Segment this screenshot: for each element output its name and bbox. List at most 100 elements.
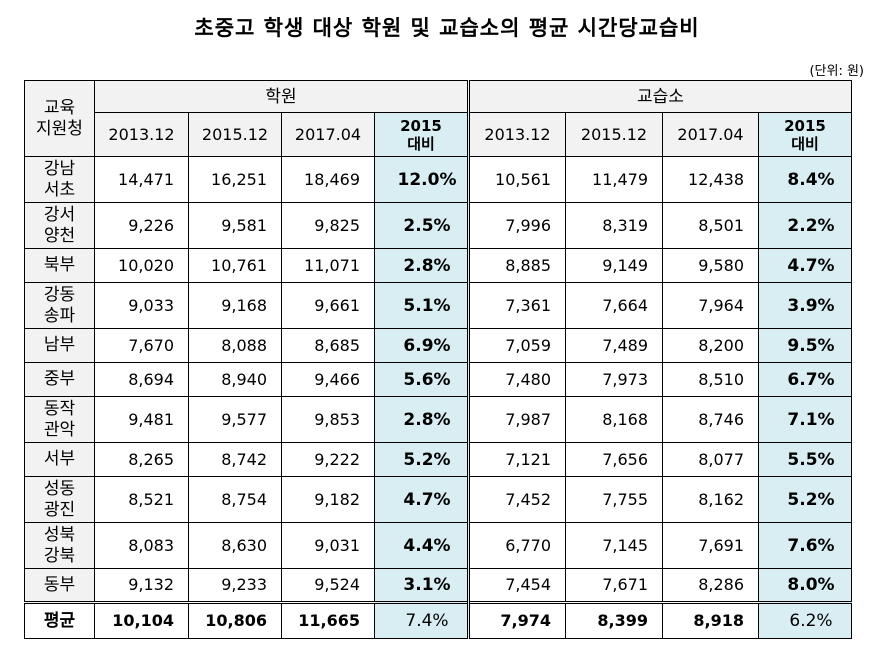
compare-line2: 대비 — [791, 134, 819, 153]
col-header-2015: 2015.12 — [565, 112, 663, 157]
academy-change-cell: 5.2% — [374, 442, 470, 477]
academy-2017-avg: 11,665 — [281, 601, 375, 639]
corner-header-line1: 교육 — [43, 97, 76, 118]
region-line1: 강동 — [43, 284, 76, 305]
academy-2017-cell: 9,182 — [281, 476, 375, 523]
region-line2: 양천 — [43, 225, 76, 246]
region-line1: 북부 — [43, 255, 76, 275]
region-line1: 강남 — [43, 158, 76, 179]
academy-2015-cell: 8,754 — [188, 476, 282, 523]
academy-2017-cell: 9,524 — [281, 568, 375, 603]
tutoring-2013-cell: 7,059 — [468, 328, 566, 363]
tutoring-2015-cell: 11,479 — [565, 156, 663, 203]
tutoring-2017-cell: 8,510 — [662, 362, 759, 397]
tutoring-2013-avg: 7,974 — [468, 601, 566, 639]
academy-2015-cell: 10,761 — [188, 248, 282, 283]
tutoring-2017-avg: 8,918 — [662, 601, 759, 639]
tutoring-change-cell: 5.5% — [758, 442, 852, 477]
academy-2015-cell: 9,168 — [188, 282, 282, 329]
tutoring-2017-cell: 9,580 — [662, 248, 759, 283]
academy-change-avg: 7.4% — [374, 601, 470, 639]
table-row: 강서 양천 9,226 9,581 9,825 2.5% 7,996 8,319 8,501 2.… — [24, 202, 852, 249]
table-row: 중부 8,694 8,940 9,466 5.6% 7,480 7,973 8,510 6.7% — [24, 362, 852, 397]
academy-2013-cell: 10,020 — [94, 248, 189, 283]
tutoring-2013-cell: 7,121 — [468, 442, 566, 477]
academy-2013-cell: 9,481 — [94, 396, 189, 443]
academy-change-cell: 2.5% — [374, 202, 470, 249]
average-row: 평균 10,104 10,806 11,665 7.4% 7,974 8,399 8,918 6… — [24, 601, 852, 639]
tutoring-change-cell: 3.9% — [758, 282, 852, 329]
academy-2015-cell: 16,251 — [188, 156, 282, 203]
tutoring-2017-cell: 7,964 — [662, 282, 759, 329]
region-cell: 강서 양천 — [24, 202, 95, 249]
academy-2015-cell: 8,742 — [188, 442, 282, 477]
region-line1: 동작 — [43, 398, 76, 419]
tutoring-change-cell: 7.6% — [758, 522, 852, 569]
academy-2013-cell: 7,670 — [94, 328, 189, 363]
academy-2017-cell: 9,466 — [281, 362, 375, 397]
academy-2013-cell: 9,033 — [94, 282, 189, 329]
tutoring-2017-cell: 8,746 — [662, 396, 759, 443]
academy-2013-cell: 8,521 — [94, 476, 189, 523]
tutoring-2013-cell: 7,987 — [468, 396, 566, 443]
tutoring-2013-cell: 7,454 — [468, 568, 566, 603]
table-row: 성동 광진 8,521 8,754 9,182 4.7% 7,452 7,755 8,162 5.… — [24, 476, 852, 523]
tutoring-change-avg: 6.2% — [758, 601, 852, 639]
region-cell: 강남 서초 — [24, 156, 95, 203]
academy-2013-cell: 8,694 — [94, 362, 189, 397]
col-header-2013: 2013.12 — [468, 112, 566, 157]
tuition-table: 교육 지원청 학원 교습소 2013.12 2015.12 2017.04 20… — [24, 80, 852, 639]
region-line1: 강서 — [43, 204, 76, 225]
region-line1: 남부 — [43, 335, 76, 355]
academy-change-cell: 4.4% — [374, 522, 470, 569]
corner-header-line2: 지원청 — [36, 118, 83, 139]
col-header-2017: 2017.04 — [662, 112, 759, 157]
tutoring-2013-cell: 8,885 — [468, 248, 566, 283]
table-row: 강동 송파 9,033 9,168 9,661 5.1% 7,361 7,664 7,964 3.… — [24, 282, 852, 329]
compare-line1: 2015 — [400, 116, 442, 135]
tutoring-2015-cell: 8,168 — [565, 396, 663, 443]
tutoring-change-cell: 8.4% — [758, 156, 852, 203]
table-row: 성북 강북 8,083 8,630 9,031 4.4% 6,770 7,145 7,691 7.… — [24, 522, 852, 569]
tutoring-2015-avg: 8,399 — [565, 601, 663, 639]
academy-2015-cell: 8,088 — [188, 328, 282, 363]
academy-2015-avg: 10,806 — [188, 601, 282, 639]
academy-2013-cell: 8,083 — [94, 522, 189, 569]
region-cell: 북부 — [24, 248, 95, 283]
table-row: 서부 8,265 8,742 9,222 5.2% 7,121 7,656 8,077 5.5% — [24, 442, 852, 477]
academy-2017-cell: 9,661 — [281, 282, 375, 329]
region-line2: 광진 — [43, 499, 76, 520]
region-line1: 중부 — [43, 369, 76, 389]
tutoring-2013-cell: 6,770 — [468, 522, 566, 569]
region-cell: 남부 — [24, 328, 95, 363]
academy-change-cell: 5.6% — [374, 362, 470, 397]
region-line1: 성북 — [43, 524, 76, 545]
academy-change-cell: 5.1% — [374, 282, 470, 329]
academy-2013-cell: 14,471 — [94, 156, 189, 203]
academy-change-cell: 2.8% — [374, 396, 470, 443]
academy-change-cell: 3.1% — [374, 568, 470, 603]
tutoring-2017-cell: 8,077 — [662, 442, 759, 477]
tutoring-change-cell: 5.2% — [758, 476, 852, 523]
tutoring-2015-cell: 7,656 — [565, 442, 663, 477]
tutoring-2017-cell: 8,162 — [662, 476, 759, 523]
academy-2017-cell: 11,071 — [281, 248, 375, 283]
tutoring-change-cell: 2.2% — [758, 202, 852, 249]
table-row: 동작 관악 9,481 9,577 9,853 2.8% 7,987 8,168 8,746 7.… — [24, 396, 852, 443]
tutoring-2015-cell: 7,671 — [565, 568, 663, 603]
col-header-compare: 2015 대비 — [374, 112, 470, 157]
tutoring-2017-cell: 8,286 — [662, 568, 759, 603]
academy-change-cell: 6.9% — [374, 328, 470, 363]
table-body: 강남 서초 14,471 16,251 18,469 12.0% 10,561 11,479 1… — [24, 156, 852, 639]
academy-2013-cell: 9,226 — [94, 202, 189, 249]
tutoring-change-cell: 7.1% — [758, 396, 852, 443]
region-line2: 송파 — [43, 305, 76, 326]
tutoring-2013-cell: 7,452 — [468, 476, 566, 523]
tutoring-2015-cell: 9,149 — [565, 248, 663, 283]
average-label: 평균 — [24, 601, 95, 639]
region-cell: 동부 — [24, 568, 95, 603]
tutoring-2013-cell: 7,480 — [468, 362, 566, 397]
tutoring-change-cell: 6.7% — [758, 362, 852, 397]
region-cell: 강동 송파 — [24, 282, 95, 329]
tutoring-change-cell: 8.0% — [758, 568, 852, 603]
